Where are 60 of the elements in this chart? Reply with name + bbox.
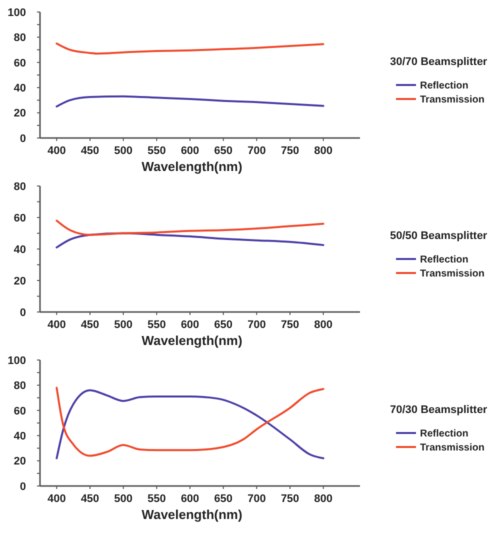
x-tick-label: 550 bbox=[147, 145, 166, 157]
x-tick-label: 650 bbox=[214, 145, 233, 157]
x-axis-title: Wavelength(nm) bbox=[142, 333, 242, 348]
y-tick-label: 80 bbox=[14, 180, 26, 193]
y-tick-label: 80 bbox=[14, 32, 26, 44]
y-tick-label: 0 bbox=[20, 132, 26, 145]
x-tick-label: 600 bbox=[180, 493, 200, 505]
x-tick-label: 450 bbox=[80, 145, 100, 157]
legend-label: Transmission bbox=[420, 94, 484, 106]
legend-label: Reflection bbox=[420, 428, 468, 440]
x-tick-label: 600 bbox=[180, 319, 200, 331]
y-tick-label: 40 bbox=[14, 82, 26, 94]
legend-label: Reflection bbox=[420, 80, 468, 92]
line-series bbox=[56, 42, 324, 55]
x-tick-label: 800 bbox=[314, 493, 333, 505]
y-tick-label: 40 bbox=[14, 430, 26, 442]
y-tick-label: 20 bbox=[14, 108, 26, 120]
legend-title: 50/50 Beamsplitter bbox=[390, 230, 488, 242]
y-tick-label: 20 bbox=[14, 275, 26, 288]
x-tick-label: 750 bbox=[280, 145, 300, 157]
x-tick-label: 650 bbox=[214, 493, 233, 505]
x-tick-label: 700 bbox=[247, 319, 266, 331]
x-tick-label: 450 bbox=[80, 319, 100, 331]
x-tick-label: 500 bbox=[114, 145, 133, 157]
y-tick-label: 20 bbox=[14, 456, 26, 468]
x-axis-title: Wavelength(nm) bbox=[142, 159, 242, 174]
line-series bbox=[56, 232, 324, 248]
legend-title: 30/70 Beamsplitter bbox=[390, 56, 488, 68]
x-tick-label: 550 bbox=[147, 319, 166, 331]
y-tick-label: 60 bbox=[14, 405, 26, 418]
y-tick-label: 80 bbox=[14, 380, 26, 392]
x-tick-label: 400 bbox=[47, 493, 66, 505]
y-tick-label: 0 bbox=[20, 480, 26, 493]
legend-label: Reflection bbox=[420, 254, 468, 266]
y-tick-label: 60 bbox=[14, 57, 26, 70]
y-tick-label: 40 bbox=[14, 244, 26, 256]
line-series bbox=[56, 220, 324, 236]
y-tick-label: 100 bbox=[8, 354, 26, 367]
x-tick-label: 450 bbox=[80, 493, 100, 505]
x-tick-label: 700 bbox=[247, 145, 266, 157]
x-tick-label: 400 bbox=[47, 145, 66, 157]
x-tick-label: 750 bbox=[280, 319, 300, 331]
x-tick-label: 600 bbox=[180, 145, 200, 157]
x-tick-label: 500 bbox=[114, 493, 133, 505]
x-tick-label: 550 bbox=[147, 493, 166, 505]
y-tick-label: 60 bbox=[14, 212, 26, 224]
y-tick-label: 0 bbox=[20, 306, 26, 319]
x-tick-label: 650 bbox=[214, 319, 233, 331]
x-tick-label: 750 bbox=[280, 493, 300, 505]
x-tick-label: 800 bbox=[314, 145, 333, 157]
legend-title: 70/30 Beamsplitter bbox=[390, 404, 488, 416]
x-tick-label: 500 bbox=[114, 319, 133, 331]
legend-label: Transmission bbox=[420, 268, 484, 280]
x-tick-label: 400 bbox=[47, 319, 66, 331]
y-tick-label: 100 bbox=[8, 6, 26, 19]
x-tick-label: 800 bbox=[314, 319, 333, 331]
x-axis-title: Wavelength(nm) bbox=[142, 507, 242, 522]
line-series bbox=[56, 95, 324, 108]
legend-label: Transmission bbox=[420, 442, 484, 454]
x-tick-label: 700 bbox=[247, 493, 266, 505]
